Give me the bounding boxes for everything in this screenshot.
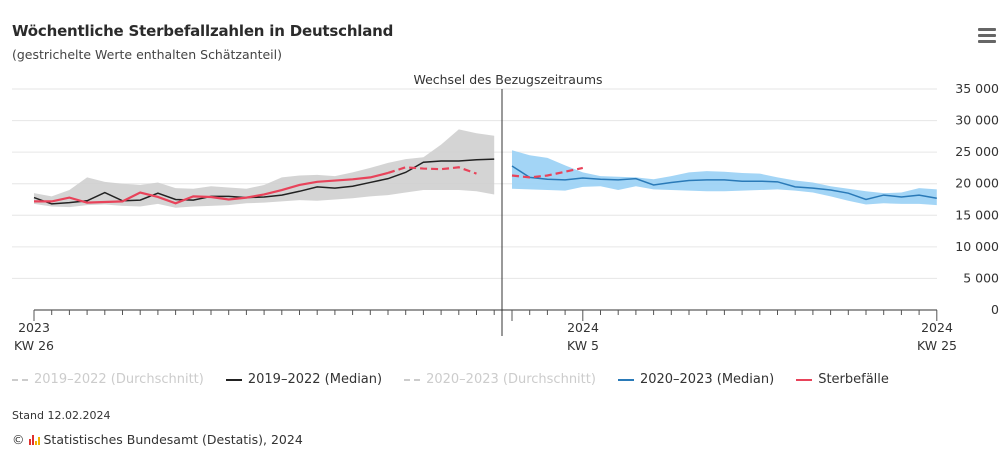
legend-symbol <box>796 378 813 381</box>
x-tick-label-week: KW 26 <box>14 338 54 353</box>
legend-label: 2020–2023 (Durchschnitt) <box>426 372 596 387</box>
legend-label: 2020–2023 (Median) <box>639 372 775 387</box>
x-tick-label-year: 2023 <box>18 320 50 335</box>
y-tick-label: 30 000 <box>955 113 999 128</box>
median-line-2024 <box>511 165 937 201</box>
y-tick-label: 20 000 <box>955 176 999 191</box>
y-tick-label: 15 000 <box>955 207 999 222</box>
x-tick-label-week: KW 5 <box>567 338 599 353</box>
x-tick-label-year: 2024 <box>921 320 953 335</box>
legend-label: Sterbefälle <box>818 372 889 387</box>
legend-symbol <box>617 378 634 381</box>
y-tick-label: 10 000 <box>955 239 999 254</box>
legend-label: 2019–2022 (Durchschnitt) <box>34 372 204 387</box>
legend: 2019–2022 (Durchschnitt) 2019–2022 (Medi… <box>12 372 889 387</box>
range-band-2024 <box>512 150 937 206</box>
legend-item-2019-2022-median[interactable]: 2019–2022 (Median) <box>225 372 383 387</box>
chart-subtitle: (gestrichelte Werte enthalten Schätzante… <box>12 47 282 62</box>
y-tick-label: 25 000 <box>955 144 999 159</box>
legend-item-2020-2023-durchschnitt[interactable]: 2020–2023 (Durchschnitt) <box>404 372 596 387</box>
legend-item-2020-2023-median[interactable]: 2020–2023 (Median) <box>617 372 775 387</box>
y-tick-label: 0 <box>991 302 999 317</box>
copyright-symbol: © <box>12 432 25 447</box>
median-line-2023 <box>33 158 495 205</box>
legend-item-2019-2022-durchschnitt[interactable]: 2019–2022 (Durchschnitt) <box>12 372 204 387</box>
y-tick-label: 35 000 <box>955 81 999 96</box>
legend-item-sterbefaelle[interactable]: Sterbefälle <box>796 372 889 387</box>
hamburger-menu-icon[interactable] <box>978 28 996 44</box>
x-tick-label-week: KW 25 <box>917 338 957 353</box>
sterbefaelle-estimated-line-2023 <box>387 166 477 175</box>
legend-symbol <box>12 378 28 381</box>
chart-title: Wöchentliche Sterbefallzahlen in Deutsch… <box>12 22 394 40</box>
stand-date: Stand 12.02.2024 <box>12 409 111 422</box>
y-tick-label: 5 000 <box>963 270 999 285</box>
chart-plot: 0 5 000 10 000 15 000 20 000 25 000 30 000 35 0… <box>12 72 999 353</box>
sterbefaelle-line-2023 <box>34 171 389 205</box>
range-band-2023 <box>34 129 495 208</box>
legend-symbol <box>404 378 421 381</box>
destatis-logo-icon <box>28 434 40 445</box>
legend-symbol <box>225 378 242 381</box>
source-credit: © Statistisches Bundesamt (Destatis), 20… <box>12 432 303 447</box>
x-tick-label-year: 2024 <box>567 320 599 335</box>
legend-label: 2019–2022 (Median) <box>247 372 383 387</box>
sterbefaelle-estimated-line-2024 <box>511 166 584 179</box>
credit-text[interactable]: Statistisches Bundesamt (Destatis), 2024 <box>43 432 303 447</box>
annotation-wechsel: Wechsel des Bezugszeitraums <box>413 72 602 87</box>
